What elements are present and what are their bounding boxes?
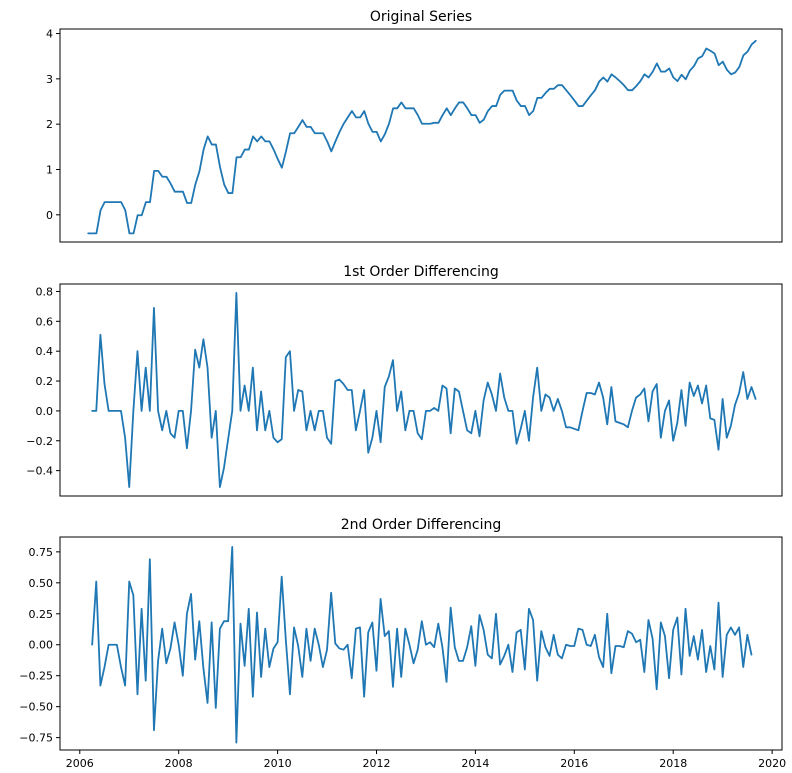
plot-frame — [59, 28, 783, 243]
x-tick-label: 2016 — [560, 757, 588, 770]
y-tick-label: 3 — [46, 73, 53, 86]
y-tick-label: 0.25 — [29, 608, 54, 621]
y-tick-label: 0.50 — [29, 577, 54, 590]
series-line — [91, 546, 753, 744]
series-line — [91, 292, 757, 488]
y-tick-label: 0.2 — [36, 375, 54, 388]
chart-panel-3: 2nd Order Differencing −0.75 −0.50 −0.25 0.0… — [19, 517, 786, 770]
chart-title: 2nd Order Differencing — [341, 517, 502, 533]
y-tick-label: 0.00 — [29, 639, 54, 652]
y-tick-label: 0 — [46, 209, 53, 222]
plot-frame — [59, 536, 783, 751]
y-tick-label: 2 — [46, 118, 53, 131]
y-tick-label: 0.8 — [36, 285, 54, 298]
x-tick-label: 2010 — [264, 757, 292, 770]
y-tick-label: −0.75 — [19, 732, 53, 745]
y-tick-label: 1 — [46, 163, 53, 176]
y-tick-label: −0.25 — [19, 670, 53, 683]
chart-panel-1: Original Series 0 1 2 3 4 — [46, 9, 783, 243]
y-tick-label: −0.50 — [19, 701, 53, 714]
x-tick-label: 2006 — [66, 757, 94, 770]
y-tick-label: 4 — [46, 28, 53, 41]
chart-panel-2: 1st Order Differencing −0.4 −0.2 0.0 0.2 0.4 0… — [26, 264, 783, 497]
x-tick-label: 2012 — [362, 757, 390, 770]
chart-title: Original Series — [370, 9, 472, 25]
y-tick-label: −0.2 — [26, 435, 53, 448]
y-tick-label: 0.6 — [36, 315, 54, 328]
chart-title: 1st Order Differencing — [343, 264, 499, 280]
y-tick-label: 0.0 — [36, 405, 54, 418]
x-tick-label: 2008 — [165, 757, 193, 770]
y-tick-label: −0.4 — [26, 465, 53, 478]
x-tick-label: 2018 — [659, 757, 687, 770]
y-tick-label: 0.4 — [36, 345, 54, 358]
x-tick-label: 2014 — [461, 757, 489, 770]
x-tick-label: 2020 — [758, 757, 786, 770]
y-tick-label: 0.75 — [29, 546, 54, 559]
plot-frame — [59, 283, 783, 497]
series-line — [87, 39, 757, 235]
